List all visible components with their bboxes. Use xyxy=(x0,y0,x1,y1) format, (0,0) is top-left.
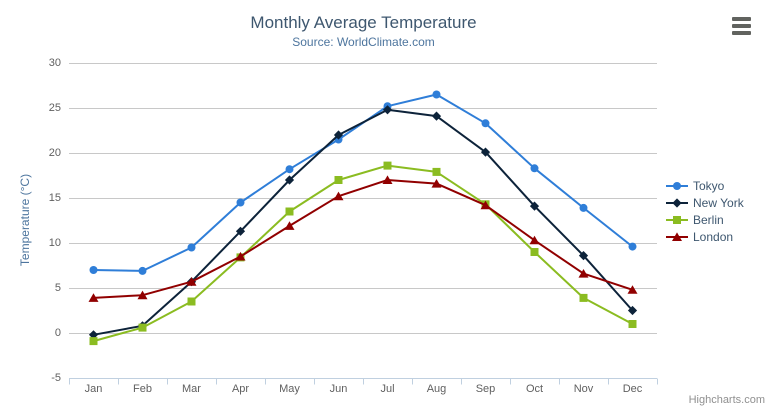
data-point-triangle[interactable] xyxy=(529,235,540,245)
y-tick-label: 10 xyxy=(48,236,61,249)
data-point-triangle[interactable] xyxy=(137,290,148,300)
legend-item-tokyo[interactable]: Tokyo xyxy=(666,177,744,194)
data-point-circle[interactable] xyxy=(236,198,245,207)
legend-label: New York xyxy=(693,195,744,210)
legend-symbol-circle-icon xyxy=(666,181,688,190)
x-tick-label: Oct xyxy=(525,383,544,395)
hamburger-icon xyxy=(732,24,751,28)
data-point-circle[interactable] xyxy=(138,266,147,275)
x-tick-label: Jul xyxy=(380,383,395,395)
legend-label: London xyxy=(693,229,734,244)
data-point-circle[interactable] xyxy=(285,165,294,174)
data-point-square[interactable] xyxy=(530,248,539,256)
data-point-triangle[interactable] xyxy=(672,231,682,241)
chart-subtitle: Source: WorldClimate.com xyxy=(292,35,435,49)
legend-symbol-triangle-icon xyxy=(666,231,688,241)
legend-item-berlin[interactable]: Berlin xyxy=(666,211,744,228)
data-point-square[interactable] xyxy=(285,207,294,216)
y-tick-label: 30 xyxy=(48,56,61,69)
gridline xyxy=(69,332,657,334)
data-point-triangle[interactable] xyxy=(235,251,246,261)
data-point-diamond[interactable] xyxy=(480,147,491,157)
data-point-square[interactable] xyxy=(579,293,588,302)
data-point-triangle[interactable] xyxy=(88,293,99,302)
data-point-diamond[interactable] xyxy=(529,201,540,211)
y-tick-label: 0 xyxy=(54,326,61,339)
data-point-square[interactable] xyxy=(187,297,196,306)
data-point-circle[interactable] xyxy=(673,181,681,190)
y-tick-label: 15 xyxy=(48,191,61,204)
data-point-triangle[interactable] xyxy=(382,175,393,184)
x-tick-label: Mar xyxy=(182,383,201,395)
gridline xyxy=(69,62,657,64)
data-point-square[interactable] xyxy=(383,161,392,170)
series-line-new-york[interactable] xyxy=(92,108,634,336)
y-tick-label: 25 xyxy=(48,101,61,114)
export-menu-button[interactable] xyxy=(732,17,752,35)
data-point-square[interactable] xyxy=(628,320,637,328)
hamburger-icon xyxy=(732,31,751,35)
data-point-diamond[interactable] xyxy=(284,175,295,185)
data-point-circle[interactable] xyxy=(481,119,490,128)
y-tick-label: 5 xyxy=(54,281,61,294)
x-tick-label: Jan xyxy=(84,383,103,395)
x-tick-label: Jun xyxy=(329,383,348,395)
x-tick-label: Sep xyxy=(475,383,496,395)
data-point-diamond[interactable] xyxy=(235,226,246,236)
y-tick-label: -5 xyxy=(51,371,61,384)
legend-item-london[interactable]: London xyxy=(666,228,744,245)
legend-symbol-square-icon xyxy=(666,215,688,224)
data-point-triangle[interactable] xyxy=(578,269,589,278)
gridline xyxy=(69,242,657,244)
data-point-circle[interactable] xyxy=(628,242,637,251)
data-point-diamond[interactable] xyxy=(672,197,682,208)
data-point-triangle[interactable] xyxy=(186,277,197,286)
x-tick-label: Nov xyxy=(573,383,594,395)
legend-item-new-york[interactable]: New York xyxy=(666,194,744,211)
data-point-square[interactable] xyxy=(334,176,343,184)
data-point-square[interactable] xyxy=(432,167,441,176)
x-tick-label: Apr xyxy=(231,383,250,395)
series-line-tokyo[interactable] xyxy=(92,93,634,272)
data-point-square[interactable] xyxy=(138,323,147,332)
legend-label: Tokyo xyxy=(693,178,725,193)
legend-label: Berlin xyxy=(693,212,724,227)
data-point-circle[interactable] xyxy=(432,90,441,99)
data-point-triangle[interactable] xyxy=(431,179,442,188)
data-point-triangle[interactable] xyxy=(480,200,491,210)
hamburger-icon xyxy=(732,17,751,21)
y-tick-label: 20 xyxy=(48,146,61,159)
series-line-berlin[interactable] xyxy=(92,164,634,343)
x-tick-label: Feb xyxy=(133,383,152,395)
data-point-square[interactable] xyxy=(673,215,681,224)
gridline xyxy=(69,107,657,109)
data-point-circle[interactable] xyxy=(187,243,196,252)
data-point-diamond[interactable] xyxy=(88,330,99,340)
data-point-triangle[interactable] xyxy=(333,191,344,201)
legend-symbol-diamond-icon xyxy=(666,197,688,208)
data-point-diamond[interactable] xyxy=(382,105,393,115)
data-point-circle[interactable] xyxy=(530,164,539,173)
data-point-diamond[interactable] xyxy=(333,130,344,140)
data-point-circle[interactable] xyxy=(89,266,98,274)
x-tick-label: Dec xyxy=(622,383,643,395)
gridline xyxy=(69,152,657,154)
x-tick-label: Aug xyxy=(426,383,447,395)
data-point-triangle[interactable] xyxy=(284,221,295,230)
credits-link[interactable]: Highcharts.com xyxy=(688,394,765,406)
data-point-circle[interactable] xyxy=(579,203,588,212)
legend: Tokyo New York Berlin London xyxy=(666,177,744,245)
data-point-triangle[interactable] xyxy=(627,285,638,294)
gridline xyxy=(69,287,657,289)
x-tick-label: May xyxy=(279,383,300,395)
gridline xyxy=(69,197,657,199)
data-point-square[interactable] xyxy=(89,337,98,346)
chart-title: Monthly Average Temperature xyxy=(250,13,477,32)
data-point-diamond[interactable] xyxy=(627,305,638,316)
data-point-diamond[interactable] xyxy=(431,111,442,121)
data-point-diamond[interactable] xyxy=(578,251,589,261)
series-line-london[interactable] xyxy=(92,179,634,299)
